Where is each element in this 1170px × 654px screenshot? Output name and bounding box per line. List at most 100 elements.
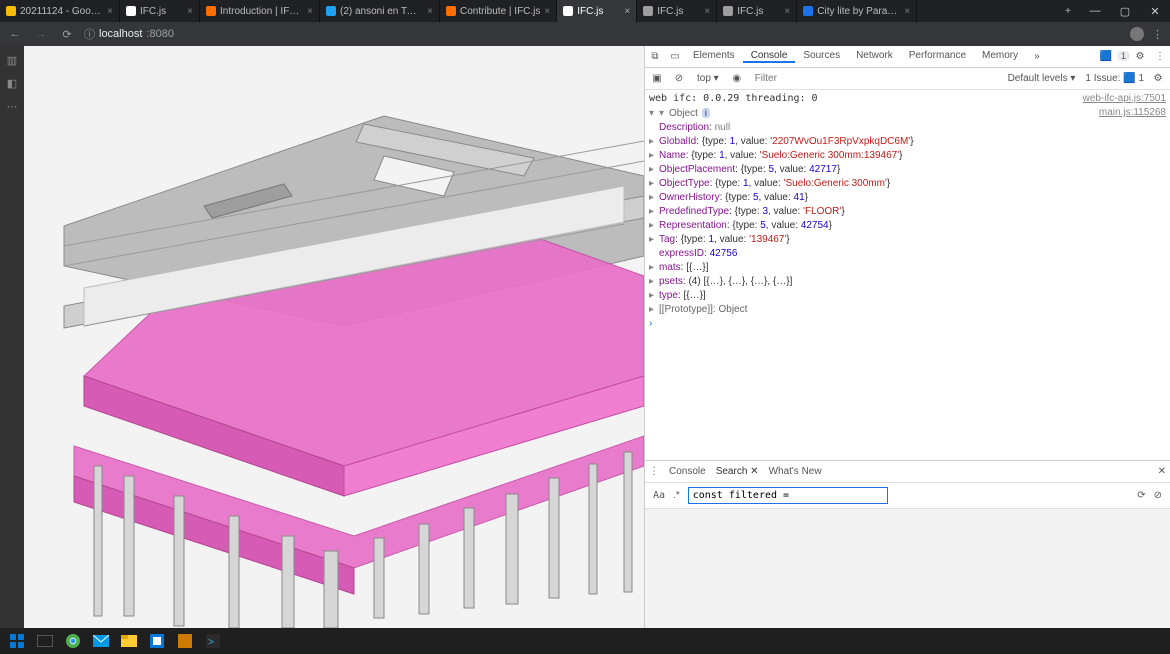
sidebar-icon-2[interactable]: ◧: [7, 77, 17, 90]
search-bar: Aa .* ⟳ ⊘: [645, 482, 1170, 508]
minimize-button[interactable]: —: [1080, 0, 1110, 22]
favicon-icon: [326, 6, 336, 16]
svg-text:>: >: [208, 637, 214, 648]
browser-tab[interactable]: 20211124 - Google Sl ×: [0, 0, 120, 22]
drawer-close[interactable]: ✕: [1158, 466, 1166, 477]
tab-label: IFC.js: [657, 6, 700, 17]
terminal-icon[interactable]: >: [200, 630, 226, 652]
browser-titlebar: 20211124 - Google Sl×IFC.js×Introduction…: [0, 0, 1170, 22]
sidebar-icon-1[interactable]: ▥: [7, 54, 17, 67]
favicon-icon: [6, 6, 16, 16]
close-window-button[interactable]: ✕: [1140, 0, 1170, 22]
favicon-icon: [643, 6, 653, 16]
favicon-icon: [206, 6, 216, 16]
devtools-tab-sources[interactable]: Sources: [795, 50, 848, 61]
tab-label: Contribute | IFC.js: [460, 6, 540, 17]
browser-tabs: 20211124 - Google Sl×IFC.js×Introduction…: [0, 0, 1056, 22]
inspect-icon[interactable]: ⧉: [645, 51, 665, 62]
mail-icon[interactable]: [88, 630, 114, 652]
clear-search-icon[interactable]: ⊘: [1154, 490, 1162, 501]
close-tab-icon[interactable]: ×: [904, 6, 910, 17]
favicon-icon: [723, 6, 733, 16]
settings-icon[interactable]: ⚙: [1130, 51, 1150, 62]
browser-tab[interactable]: IFC.js ×: [717, 0, 797, 22]
console-settings-icon[interactable]: ⚙: [1150, 73, 1166, 84]
new-tab-button[interactable]: +: [1056, 0, 1080, 22]
close-tab-icon[interactable]: ×: [307, 6, 313, 17]
forward-button[interactable]: →: [32, 28, 50, 40]
close-tab-icon[interactable]: ×: [704, 6, 710, 17]
context-selector[interactable]: top ▾: [693, 73, 723, 84]
close-tab-icon[interactable]: ×: [187, 6, 193, 17]
devtools-tab-console[interactable]: Console: [743, 50, 796, 63]
window-buttons: — ▢ ✕: [1080, 0, 1170, 22]
devtools-menu-icon[interactable]: ⋮: [1150, 51, 1170, 62]
close-tab-icon[interactable]: ×: [107, 6, 113, 17]
browser-tab[interactable]: (2) ansoni en Twitter ×: [320, 0, 440, 22]
search-results-area: [645, 508, 1170, 628]
tab-label: Introduction | IFC.js: [220, 6, 303, 17]
browser-tab[interactable]: IFC.js ×: [637, 0, 717, 22]
device-icon[interactable]: ▭: [665, 51, 685, 62]
devtools-issues-pill[interactable]: 🟦 1: [1100, 51, 1130, 62]
browser-tab[interactable]: IFC.js ×: [557, 0, 637, 22]
tab-label: 20211124 - Google Sl: [20, 6, 103, 17]
store-icon[interactable]: [144, 630, 170, 652]
log-levels-selector[interactable]: Default levels ▾: [1004, 73, 1080, 84]
drawer-menu-icon[interactable]: ⋮: [649, 466, 659, 477]
browser-tab[interactable]: Introduction | IFC.js ×: [200, 0, 320, 22]
refresh-search-icon[interactable]: ⟳: [1137, 490, 1145, 501]
address-bar: ← → ⟳ ⓘ localhost:8080 ⋮: [0, 22, 1170, 46]
search-input[interactable]: [688, 487, 888, 504]
close-tab-icon[interactable]: ×: [544, 6, 550, 17]
regex-toggle[interactable]: .*: [673, 490, 680, 501]
3d-viewer[interactable]: [24, 46, 644, 628]
windows-taskbar: >: [0, 628, 1170, 654]
sidebar-toggle-icon[interactable]: ▣: [649, 73, 665, 84]
browser-tab[interactable]: IFC.js×: [120, 0, 200, 22]
devtools-tab-network[interactable]: Network: [848, 50, 901, 61]
source-link[interactable]: main.js:115268: [1099, 106, 1166, 121]
browser-menu-button[interactable]: ⋮: [1152, 28, 1164, 41]
match-case-toggle[interactable]: Aa: [653, 490, 665, 501]
back-button[interactable]: ←: [6, 28, 24, 40]
source-link[interactable]: web-ifc-api.js:7501: [1083, 92, 1166, 106]
chrome-icon[interactable]: [60, 630, 86, 652]
profile-avatar[interactable]: [1130, 27, 1144, 41]
explorer-icon[interactable]: [116, 630, 142, 652]
console-filter-input[interactable]: [751, 71, 998, 86]
console-output[interactable]: web ifc: 0.0.29 threading: 0web-ifc-api.…: [645, 90, 1170, 460]
sidebar-icon-3[interactable]: ⋯: [7, 100, 18, 113]
start-button[interactable]: [4, 630, 30, 652]
clear-console-icon[interactable]: ⊘: [671, 73, 687, 84]
app-icon[interactable]: [172, 630, 198, 652]
url-field[interactable]: ⓘ localhost:8080: [84, 26, 1122, 42]
maximize-button[interactable]: ▢: [1110, 0, 1140, 22]
tab-label: IFC.js: [737, 6, 780, 17]
drawer-tab-search[interactable]: Search ✕: [716, 466, 759, 477]
close-tab-icon[interactable]: ×: [427, 6, 433, 17]
reload-button[interactable]: ⟳: [58, 28, 76, 41]
devtools-tab-memory[interactable]: Memory: [974, 50, 1026, 61]
url-host: localhost: [99, 28, 142, 40]
devtools-tab-elements[interactable]: Elements: [685, 50, 743, 61]
devtools-drawer-tabs: ⋮ Console Search ✕ What's New ✕: [645, 460, 1170, 482]
favicon-icon: [563, 6, 573, 16]
devtools-more[interactable]: »: [1026, 46, 1048, 67]
tab-label: (2) ansoni en Twitter: [340, 6, 423, 17]
favicon-icon: [126, 6, 136, 16]
tab-label: IFC.js: [577, 6, 620, 17]
drawer-tab-console[interactable]: Console: [669, 466, 706, 477]
devtools-tab-performance[interactable]: Performance: [901, 50, 974, 61]
browser-tab[interactable]: Contribute | IFC.js ×: [440, 0, 557, 22]
eye-icon[interactable]: ◉: [729, 73, 745, 84]
favicon-icon: [803, 6, 813, 16]
taskview-icon[interactable]: [32, 630, 58, 652]
close-tab-icon[interactable]: ×: [784, 6, 790, 17]
issues-text[interactable]: 1 Issue: 🟦 1: [1085, 73, 1144, 84]
workspace: ▥ ◧ ⋯: [0, 46, 1170, 628]
browser-tab[interactable]: City lite by Parametric×: [797, 0, 917, 22]
left-sidebar: ▥ ◧ ⋯: [0, 46, 24, 628]
close-tab-icon[interactable]: ×: [624, 6, 630, 17]
drawer-tab-whatsnew[interactable]: What's New: [769, 466, 822, 477]
